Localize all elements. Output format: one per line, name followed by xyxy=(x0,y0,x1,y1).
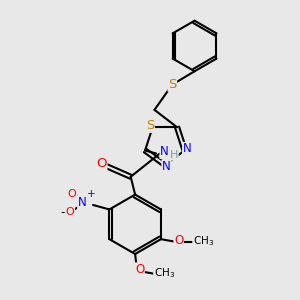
Text: H: H xyxy=(170,150,178,160)
Text: O: O xyxy=(174,235,183,248)
Text: S: S xyxy=(146,119,154,132)
Text: N: N xyxy=(160,146,169,158)
Text: N: N xyxy=(78,196,86,208)
Text: S: S xyxy=(168,78,176,91)
Text: O: O xyxy=(66,206,74,217)
Text: N: N xyxy=(183,142,191,155)
Text: O: O xyxy=(135,263,144,276)
Text: +: + xyxy=(87,189,95,199)
Text: N: N xyxy=(162,160,171,173)
Text: CH$_3$: CH$_3$ xyxy=(193,234,214,248)
Text: O: O xyxy=(68,189,76,199)
Text: -: - xyxy=(60,206,64,219)
Text: CH$_3$: CH$_3$ xyxy=(154,266,175,280)
Text: O: O xyxy=(96,158,107,170)
